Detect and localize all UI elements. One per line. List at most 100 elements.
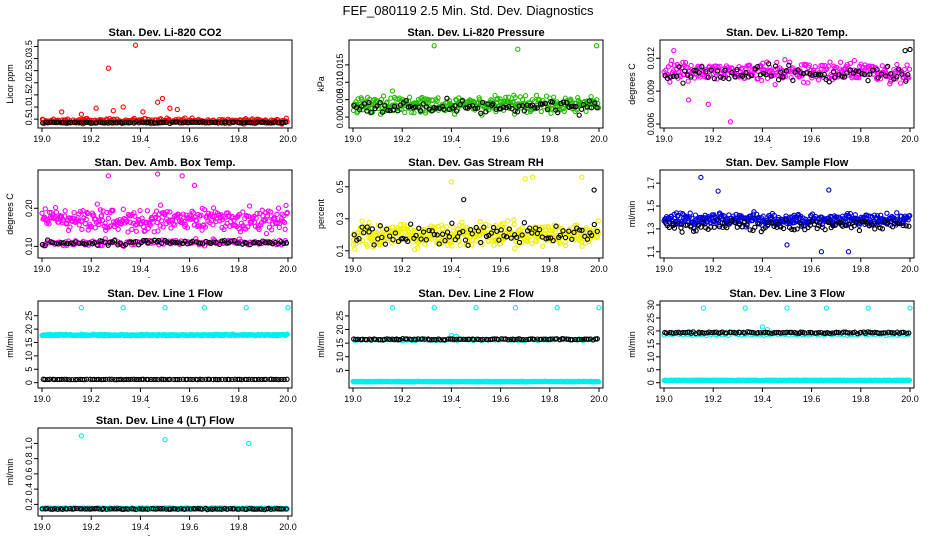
point-secondary (472, 105, 478, 111)
point-secondary (844, 70, 850, 76)
y-tick-label: 15 (646, 339, 656, 349)
x-tick-label: 19.2 (704, 264, 722, 274)
point-secondary (804, 70, 810, 76)
point-secondary (566, 104, 572, 110)
point-primary (588, 93, 594, 100)
point-primary (120, 206, 126, 212)
point-primary (124, 218, 130, 224)
point-secondary (148, 119, 154, 125)
point-primary (352, 246, 358, 252)
point-primary (152, 214, 159, 221)
point-secondary (412, 104, 418, 110)
point-primary (53, 209, 60, 215)
point-primary (147, 222, 153, 228)
y-tick-label: 0.005 (335, 88, 345, 111)
point-secondary (673, 73, 680, 79)
chart-title: Stan. Dev. Li-820 CO2 (109, 27, 222, 39)
x-tick-label: 20.0 (901, 394, 919, 404)
point-secondary (544, 106, 551, 113)
point-secondary (86, 119, 93, 126)
chart-title: Stan. Dev. Line 4 (LT) Flow (96, 415, 235, 427)
point-secondary (81, 120, 87, 126)
point-primary-outlier (515, 46, 521, 52)
point-secondary (832, 74, 838, 81)
point-secondary (668, 74, 674, 80)
point-primary-outlier (59, 109, 65, 115)
x-tick-label: 19.0 (655, 264, 673, 274)
point-secondary (903, 78, 909, 84)
point-primary (681, 71, 687, 78)
point-secondary (783, 68, 789, 74)
point-primary (443, 224, 450, 230)
point-secondary (366, 99, 372, 106)
point-primary (511, 221, 517, 227)
points (39, 42, 290, 127)
point-secondary (906, 223, 912, 229)
chart-title: Stan. Dev. Gas Stream RH (408, 157, 544, 169)
point-secondary (111, 238, 118, 244)
plot-frame (348, 169, 604, 259)
point-primary (864, 72, 871, 78)
point-secondary (203, 238, 209, 245)
point-secondary (711, 75, 717, 82)
point-primary-outlier (78, 433, 85, 439)
point-secondary (203, 120, 209, 126)
point-secondary (726, 76, 732, 82)
point-secondary (500, 104, 507, 110)
point-primary (505, 94, 512, 100)
point-secondary (739, 73, 746, 79)
point-secondary (275, 120, 281, 126)
y-tick-label: 1.1 (646, 245, 656, 258)
point-secondary (391, 103, 398, 110)
point-primary-outlier (389, 88, 396, 94)
point-primary (85, 227, 91, 233)
point-primary-outlier (285, 305, 291, 311)
point-primary (425, 99, 432, 105)
point-secondary (537, 101, 544, 107)
point-secondary (184, 241, 191, 247)
point-primary-outlier (554, 305, 560, 311)
point-secondary (446, 106, 453, 112)
point-secondary (283, 240, 289, 246)
point-secondary (133, 119, 139, 125)
point-secondary (469, 102, 476, 109)
point-secondary (490, 101, 496, 107)
point-secondary (83, 119, 90, 125)
point-primary (104, 209, 110, 216)
x-tick-label: 19.4 (132, 264, 150, 274)
point-primary-outlier (448, 179, 455, 185)
point-secondary (249, 120, 255, 126)
point-primary (575, 95, 581, 101)
x-tick-label: 19.8 (852, 264, 870, 274)
y-tick-label: 5 (646, 367, 656, 372)
point-primary (801, 61, 807, 67)
point-primary (415, 245, 421, 251)
point-primary (413, 229, 420, 235)
point-primary-outlier (579, 174, 585, 180)
point-secondary (743, 69, 749, 76)
point-secondary (262, 240, 268, 246)
x-tick-label: 19.0 (33, 522, 51, 532)
point-primary (783, 73, 789, 80)
point-secondary (586, 98, 592, 104)
point-primary (132, 213, 138, 219)
chart-title: Stan. Dev. Amb. Box Temp. (95, 157, 236, 169)
point-primary-outlier (865, 305, 871, 311)
points (39, 305, 291, 383)
point-secondary (703, 69, 709, 75)
point-secondary (760, 70, 767, 77)
y-tick-label: 10 (335, 352, 345, 362)
point-primary (511, 217, 517, 223)
y-axis-label: kPa (316, 76, 326, 92)
x-tick-label: 19.4 (754, 264, 772, 274)
point-secondary (521, 220, 527, 226)
point-secondary (125, 120, 131, 126)
chart-title: Stan. Dev. Line 3 Flow (729, 288, 845, 300)
point-primary-outlier (167, 105, 173, 111)
point-secondary (867, 71, 873, 77)
y-tick-label: 0.5 (335, 181, 345, 194)
chart-ambbox: Stan. Dev. Amb. Box Temp.19.0 19.2 19.4 19.… (5, 157, 297, 278)
point-secondary (148, 238, 155, 244)
